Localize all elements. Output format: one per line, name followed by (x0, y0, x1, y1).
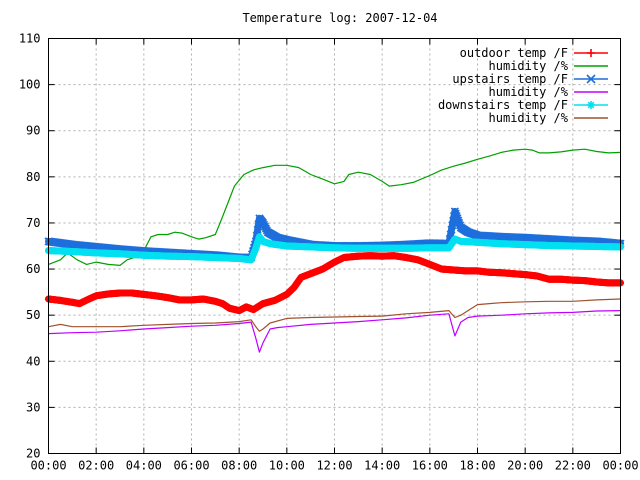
data-point (252, 244, 260, 252)
data-point (452, 211, 461, 221)
x-tick-label: 18:00 (459, 459, 495, 473)
y-tick-label: 70 (26, 216, 40, 230)
data-point (253, 241, 261, 249)
x-axis: 00:00 02:00 04:00 06:00 08:00 10:00 12:00 14:00… (30, 38, 639, 473)
x-tick-label: 00:00 (30, 459, 66, 473)
y-tick-label: 20 (26, 447, 40, 461)
series-layer (44, 148, 625, 353)
y-tick-label: 80 (26, 170, 40, 184)
series-5 (45, 233, 624, 264)
x-tick-label: 14:00 (364, 459, 400, 473)
y-tick-label: 100 (19, 78, 41, 92)
y-tick-label: 110 (19, 32, 41, 46)
x-tick-label: 00:00 (602, 459, 638, 473)
y-tick-label: 50 (26, 308, 40, 322)
data-point (454, 216, 463, 225)
series-6 (47, 298, 622, 332)
legend-label: humidity /% (489, 59, 569, 73)
legend-marker (587, 101, 595, 109)
series-4 (47, 310, 622, 353)
y-tick-label: 30 (26, 400, 40, 414)
data-point (453, 214, 462, 223)
legend-label: humidity /% (489, 111, 569, 125)
x-tick-label: 02:00 (78, 459, 114, 473)
legend-label: humidity /% (489, 85, 569, 99)
x-tick-label: 12:00 (316, 459, 352, 473)
x-tick-label: 22:00 (555, 459, 591, 473)
data-point (250, 249, 258, 257)
chart-title: Temperature log: 2007-12-04 (242, 11, 437, 25)
grid (48, 38, 621, 454)
data-point (248, 254, 256, 262)
legend-label: upstairs temp /F (452, 72, 568, 86)
x-tick-label: 10:00 (269, 459, 305, 473)
legend-label: outdoor temp /F (460, 46, 568, 60)
data-point (247, 256, 255, 264)
y-axis: 20 30 40 50 60 70 80 90 100 110 (19, 32, 621, 461)
y-tick-label: 60 (26, 262, 40, 276)
legend-marker (586, 74, 596, 84)
series-line (47, 298, 622, 332)
x-tick-label: 04:00 (126, 459, 162, 473)
data-point (249, 251, 257, 259)
data-point (251, 247, 259, 255)
y-tick-label: 40 (26, 354, 40, 368)
series-line (47, 310, 622, 353)
x-tick-label: 20:00 (507, 459, 543, 473)
data-point (455, 218, 464, 228)
data-point (451, 209, 460, 218)
x-tick-label: 06:00 (173, 459, 209, 473)
x-tick-label: 08:00 (221, 459, 257, 473)
y-tick-label: 90 (26, 124, 40, 138)
series-1 (45, 252, 624, 315)
legend-label: downstairs temp /F (438, 98, 568, 112)
data-point (254, 239, 262, 247)
data-point (450, 207, 459, 216)
x-tick-label: 16:00 (412, 459, 448, 473)
legend-marker (587, 49, 595, 57)
